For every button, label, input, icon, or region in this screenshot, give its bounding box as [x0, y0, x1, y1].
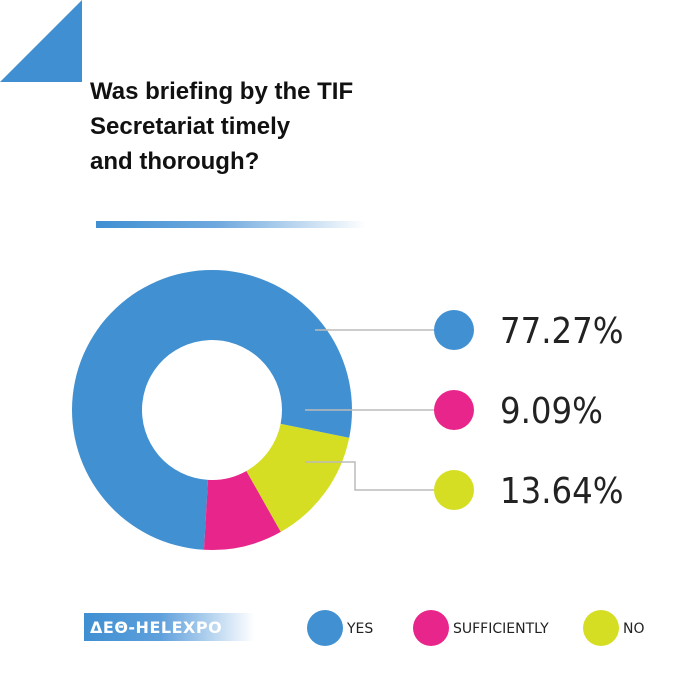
slice-sufficiently — [203, 470, 281, 550]
slice-no — [246, 423, 350, 532]
corner-decoration — [0, 0, 82, 82]
legend-label-no: NO — [623, 621, 645, 637]
marker-sufficiently — [434, 390, 474, 430]
marker-yes — [434, 310, 474, 350]
value-label-no: 13.64% — [500, 471, 623, 512]
value-label-sufficiently: 9.09% — [500, 391, 603, 432]
legend-swatch-yes — [307, 610, 343, 646]
legend-label-sufficiently: SUFFICIENTLY — [453, 621, 549, 637]
brand-label: ΔΕΘ-HELEXPO — [90, 618, 223, 637]
page-title: Was briefing by the TIF Secretariat time… — [90, 74, 450, 179]
legend-swatch-sufficiently — [413, 610, 449, 646]
marker-no — [434, 470, 474, 510]
legend-label-yes: YES — [347, 621, 374, 637]
title-line-2: Secretariat timely — [90, 113, 291, 140]
brand-logo: ΔΕΘ-HELEXPO — [84, 613, 254, 641]
leader-line-no — [305, 461, 435, 491]
title-divider — [96, 221, 366, 228]
donut-chart: 77.27% 9.09% 13.64% — [72, 270, 623, 550]
slice-yes — [72, 270, 352, 550]
value-label-yes: 77.27% — [500, 311, 623, 352]
legend-swatch-no — [583, 610, 619, 646]
title-line-1: Was briefing by the TIF — [90, 78, 354, 105]
title-line-3: and thorough? — [90, 148, 260, 175]
